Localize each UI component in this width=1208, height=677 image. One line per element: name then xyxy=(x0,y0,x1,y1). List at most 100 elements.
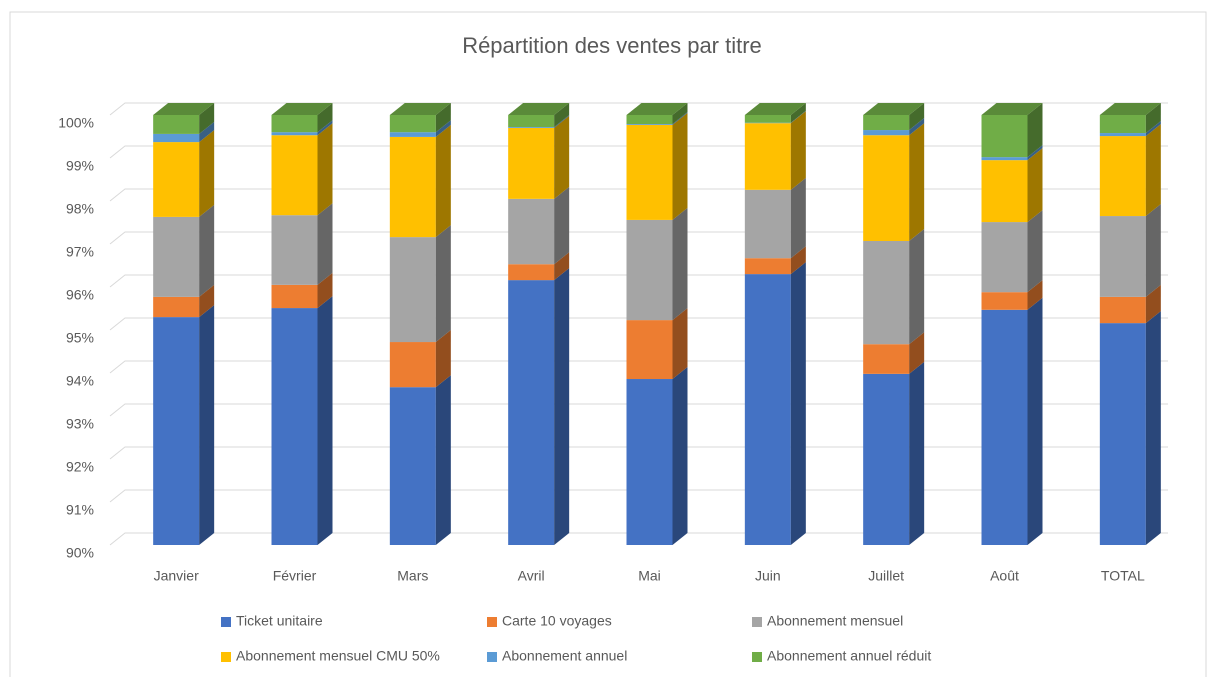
bar-side xyxy=(435,103,451,133)
bar-side xyxy=(1145,121,1161,137)
bar xyxy=(508,127,555,199)
y-tick-label: 97% xyxy=(66,244,94,260)
y-tick-label: 91% xyxy=(66,502,94,518)
bar xyxy=(1099,323,1146,545)
bar-side xyxy=(435,120,451,137)
bar-side xyxy=(1027,148,1043,223)
bar-side xyxy=(672,103,688,125)
bar-top xyxy=(271,103,333,115)
bar-side xyxy=(790,177,806,259)
x-tick-label: Janvier xyxy=(154,568,199,584)
bar xyxy=(744,258,791,275)
bar-side xyxy=(672,308,688,380)
grid-line xyxy=(109,102,1168,116)
bar xyxy=(981,309,1028,545)
bar xyxy=(271,135,318,216)
legend-swatch xyxy=(752,617,762,627)
bar xyxy=(863,130,910,136)
bar xyxy=(153,296,200,318)
y-tick-label: 92% xyxy=(66,459,94,475)
bar-side xyxy=(909,361,925,545)
bar-side xyxy=(199,305,215,545)
bar-side xyxy=(435,225,451,343)
legend-label: Ticket unitaire xyxy=(236,613,323,629)
x-tick-label: Avril xyxy=(518,568,545,584)
bar xyxy=(508,264,555,281)
bar-top xyxy=(1099,103,1161,115)
bar xyxy=(1099,115,1146,134)
bar-side xyxy=(1027,103,1043,158)
bar xyxy=(863,344,910,374)
grid-line xyxy=(109,403,1168,417)
bar xyxy=(271,132,318,136)
grid-line xyxy=(109,274,1168,288)
bar xyxy=(626,320,673,380)
y-tick-label: 98% xyxy=(66,201,94,217)
bar-top xyxy=(389,103,451,115)
chart-title: Répartition des ventes par titre xyxy=(462,33,762,58)
bar xyxy=(508,115,555,128)
bar xyxy=(389,132,436,137)
y-tick-label: 99% xyxy=(66,158,94,174)
bar-side xyxy=(554,115,570,199)
grid-line xyxy=(109,489,1168,503)
bar xyxy=(508,127,555,128)
legend-swatch xyxy=(752,652,762,662)
bar-side xyxy=(199,130,215,217)
bar-side xyxy=(909,123,925,241)
bar-top xyxy=(981,103,1043,115)
legend-swatch xyxy=(221,617,231,627)
bar xyxy=(744,274,791,545)
bar-top xyxy=(508,103,570,115)
bar-side xyxy=(909,228,925,345)
bar-side xyxy=(672,112,688,125)
bar xyxy=(626,115,673,125)
legend-label: Abonnement annuel xyxy=(502,648,627,664)
bar-side xyxy=(790,110,806,124)
y-tick-label: 93% xyxy=(66,416,94,432)
bar xyxy=(153,115,200,134)
bar-side xyxy=(317,123,333,216)
bar-side xyxy=(199,204,215,297)
legend-swatch xyxy=(221,652,231,662)
x-tick-label: TOTAL xyxy=(1101,568,1145,584)
bar-side xyxy=(317,272,333,309)
bar-side xyxy=(1027,145,1043,161)
bar-side xyxy=(199,284,215,318)
bar xyxy=(389,136,436,238)
bar xyxy=(271,284,318,309)
chart-border xyxy=(9,11,1207,677)
bar-side xyxy=(672,112,688,220)
bar xyxy=(389,387,436,545)
bar-side xyxy=(1145,311,1161,545)
bar-side xyxy=(790,111,806,190)
bar-side xyxy=(1145,103,1161,134)
bar-side xyxy=(317,296,333,545)
bar xyxy=(1099,296,1146,324)
bar-side xyxy=(1027,297,1043,545)
bar-side xyxy=(554,252,570,281)
y-tick-label: 95% xyxy=(66,330,94,346)
grid-line xyxy=(109,532,1168,546)
x-tick-label: Juin xyxy=(755,568,781,584)
x-tick-label: Août xyxy=(990,568,1019,584)
bar-side xyxy=(1145,284,1161,324)
bar xyxy=(153,133,200,143)
bar xyxy=(626,219,673,321)
x-tick-label: Mars xyxy=(397,568,428,584)
bar xyxy=(271,115,318,133)
bar-side xyxy=(317,203,333,285)
bar xyxy=(626,124,673,220)
bar xyxy=(863,115,910,131)
bar-top xyxy=(626,103,688,115)
legend-label: Carte 10 voyages xyxy=(502,613,612,629)
bar xyxy=(981,222,1028,293)
grid-line xyxy=(109,360,1168,374)
bar xyxy=(981,160,1028,223)
bar xyxy=(271,308,318,545)
legend-label: Abonnement mensuel CMU 50% xyxy=(236,648,440,664)
bar-side xyxy=(909,103,925,131)
bar xyxy=(744,123,791,190)
bar-side xyxy=(554,115,570,128)
bar-side xyxy=(790,103,806,123)
